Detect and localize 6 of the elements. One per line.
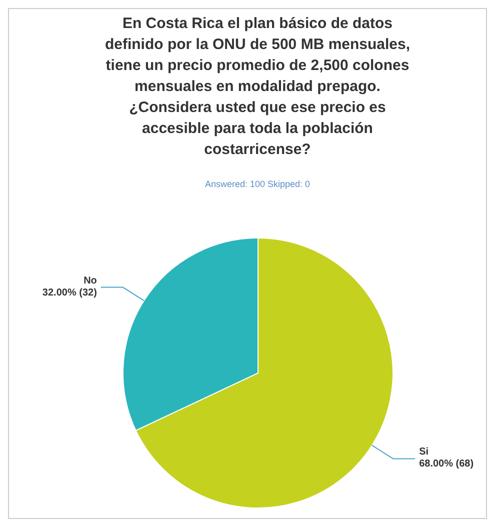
data-label: 68.00% (68) bbox=[419, 458, 474, 470]
slice-label: No bbox=[84, 275, 97, 286]
chart-title: En Costa Rica el plan básico de datos definido por la ONU de 500 MB mensuales, tiene un precio promedio de 2,500 colones mensuales en modalidad prepago. ¿Considera usted que ese precio es accesible para toda la población costarricense? bbox=[104, 15, 410, 158]
chart-subtitle: Answered: 100 Skipped: 0 bbox=[204, 179, 310, 189]
data-label: 32.00% (32) bbox=[42, 287, 97, 298]
slice-label: Si bbox=[419, 446, 429, 458]
